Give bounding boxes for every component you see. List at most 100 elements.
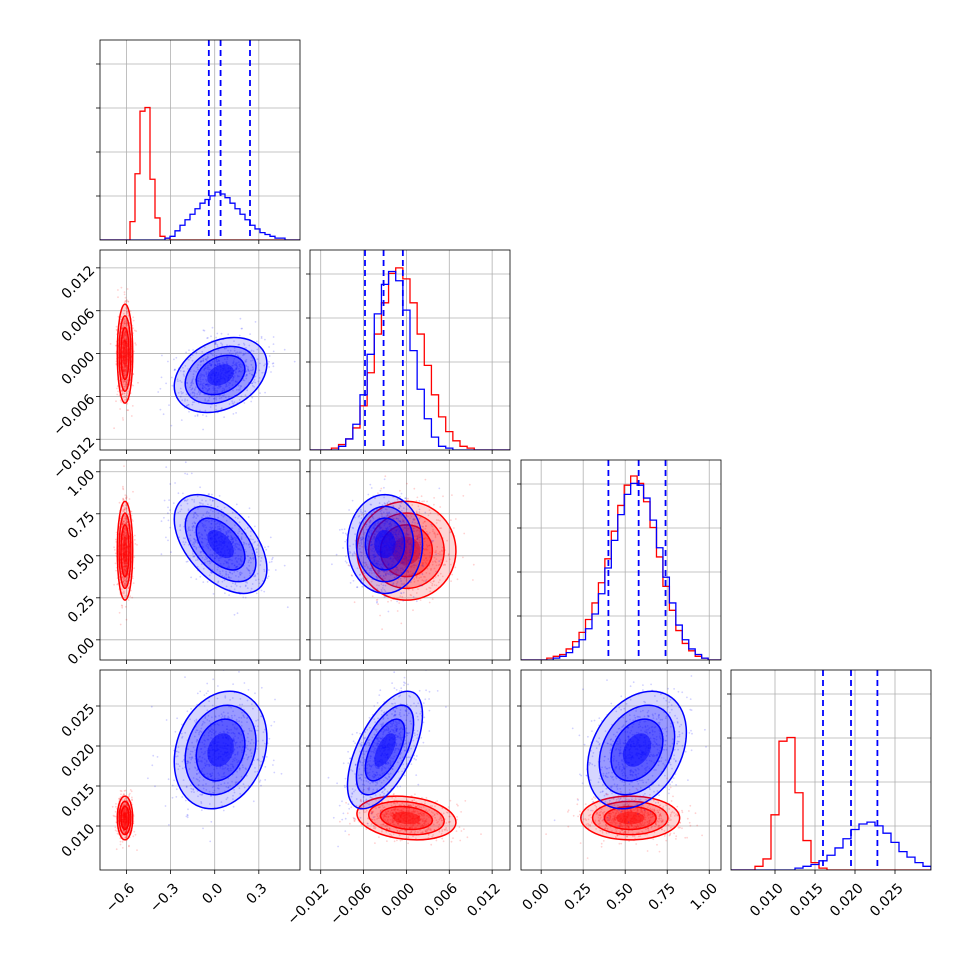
sample-point (260, 337, 263, 339)
sample-point (231, 378, 234, 380)
sample-point (196, 396, 198, 399)
sample-point (191, 381, 193, 383)
sample-point (126, 545, 129, 548)
sample-point (214, 557, 216, 560)
sample-point (419, 599, 422, 601)
sample-point (234, 371, 237, 373)
sample-point (124, 565, 127, 568)
sample-point (228, 576, 230, 578)
sample-point (250, 587, 253, 590)
sample-point (232, 541, 234, 544)
sample-point (122, 342, 124, 345)
sample-point (121, 393, 124, 396)
sample-point (122, 321, 125, 323)
sample-point (182, 370, 185, 373)
sample-point (134, 342, 137, 345)
sample-point (246, 582, 249, 584)
sample-point (187, 527, 190, 530)
sample-point (174, 368, 176, 371)
sample-point (126, 299, 128, 301)
sample-point (253, 385, 256, 388)
sample-point (235, 368, 237, 371)
sample-point (215, 358, 218, 361)
sample-point (123, 569, 125, 572)
sample-point (235, 366, 238, 369)
sample-point (209, 562, 212, 565)
sample-point (123, 380, 125, 383)
sample-point (250, 349, 253, 352)
sample-point (117, 296, 119, 299)
sample-point (195, 539, 198, 542)
sample-point (220, 332, 223, 335)
sample-point (220, 509, 223, 511)
sample-point (246, 527, 249, 529)
sample-point (169, 509, 171, 511)
panel-plot-area (310, 460, 510, 660)
sample-point (180, 392, 183, 395)
contour-line-0 (173, 493, 268, 595)
sample-point (417, 579, 419, 582)
sample-point (126, 394, 128, 397)
sample-point (214, 364, 217, 367)
sample-point (204, 529, 206, 532)
sample-point (238, 375, 241, 378)
sample-point (251, 369, 254, 372)
sample-point (468, 483, 471, 486)
sample-point (197, 391, 200, 394)
sample-point (214, 363, 217, 366)
sample-point (191, 354, 194, 357)
sample-point (431, 598, 434, 600)
sample-point (247, 352, 250, 354)
sample-point (191, 522, 194, 525)
sample-point (197, 379, 200, 382)
sample-point (272, 350, 275, 353)
sample-point (233, 363, 236, 366)
sample-point (247, 516, 250, 518)
sample-point (214, 391, 217, 394)
sample-point (206, 385, 209, 387)
sample-point (390, 599, 393, 602)
sample-point (228, 577, 231, 579)
sample-point (225, 570, 228, 573)
sample-point (425, 562, 428, 565)
sample-point (204, 367, 206, 370)
sample-point (412, 609, 414, 612)
sample-point (415, 535, 417, 538)
sample-point (206, 337, 209, 339)
sample-point (121, 523, 124, 526)
sample-point (384, 577, 386, 580)
sample-point (122, 383, 124, 385)
sample-point (383, 478, 386, 481)
sample-point (180, 391, 183, 393)
sample-point (213, 364, 216, 367)
sample-point (179, 387, 182, 390)
sample-point (238, 547, 241, 550)
sample-point (421, 573, 424, 576)
sample-point (218, 495, 221, 497)
sample-point (401, 595, 404, 598)
sample-point (356, 586, 358, 589)
sample-point (252, 569, 255, 572)
sample-point (446, 539, 448, 542)
sample-point (345, 555, 347, 558)
sample-point (126, 560, 129, 563)
sample-point (429, 581, 432, 583)
sample-point (233, 340, 235, 342)
sample-point (124, 605, 127, 608)
panel-2-2 (517, 459, 722, 664)
sample-point (179, 529, 182, 531)
sample-point (402, 600, 405, 602)
sample-point (425, 544, 428, 546)
sample-point (379, 614, 381, 617)
sample-point (238, 367, 240, 370)
sample-point (185, 560, 188, 563)
sample-point (206, 389, 209, 391)
sample-point (124, 582, 127, 584)
sample-point (396, 610, 399, 612)
sample-point (124, 565, 126, 567)
sample-point (124, 578, 127, 581)
sample-point (236, 561, 239, 564)
sample-point (206, 533, 208, 536)
sample-point (126, 351, 129, 354)
sample-point (122, 336, 124, 339)
